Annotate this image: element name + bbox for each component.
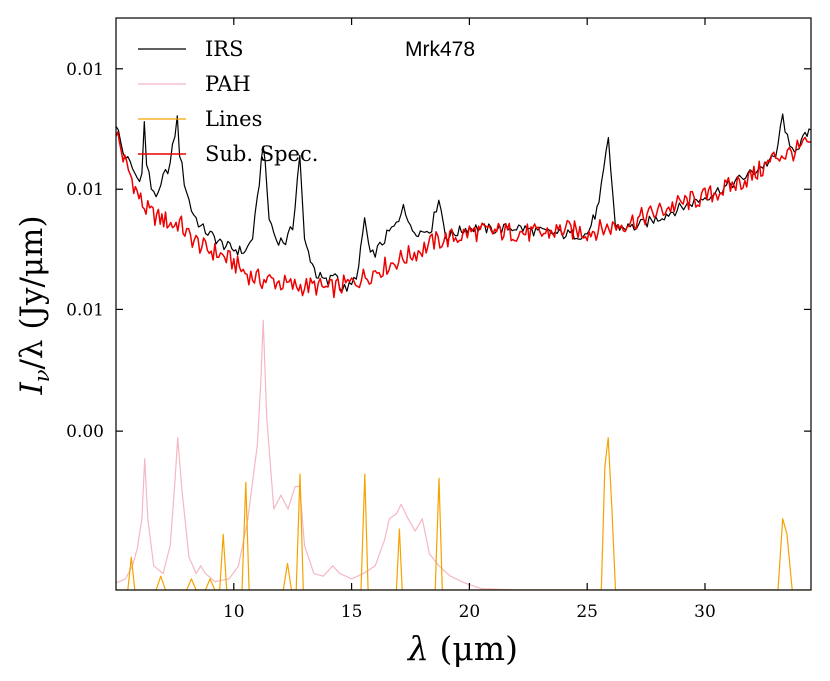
x-tick-label: 20 [459,602,481,622]
legend: IRS PAH Lines Sub. Spec. [138,37,318,166]
object-title: Mrk478 [405,38,475,61]
y-tick-label: 0.01 [66,180,104,200]
x-axis-label: λ (μm) [406,629,518,668]
legend-label: Sub. Spec. [205,142,318,166]
legend-label: Lines [205,107,262,131]
series-line-lines [116,437,811,590]
legend-label: PAH [205,72,251,96]
legend-label: IRS [205,37,244,61]
ticks-layer: 10 15 20 25 30 0.00 0.01 0.01 0.01 [66,18,811,622]
series-line-irs [116,113,811,292]
y-tick-label: 0.01 [66,60,104,80]
x-tick-label: 15 [341,602,363,622]
series-line-pah [116,319,811,590]
x-tick-label: 30 [694,602,716,622]
series-line-sub-spec [116,131,811,299]
y-axis-label: Iν/λ (Jy/μm) [14,215,54,395]
series-layer [116,113,811,590]
x-tick-label: 10 [223,602,245,622]
y-tick-label: 0.00 [66,422,104,442]
y-tick-label: 0.01 [66,300,104,320]
x-tick-label: 25 [576,602,598,622]
plot-frame [115,17,812,591]
